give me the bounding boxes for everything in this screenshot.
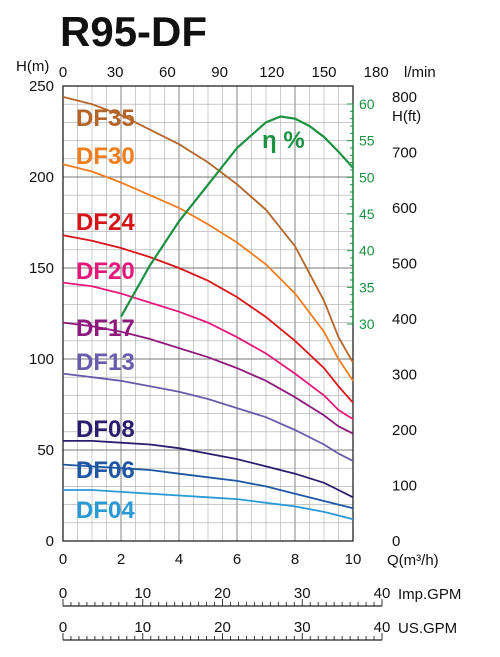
us-gpm-label: US.GPM bbox=[398, 620, 457, 637]
efficiency-tick-label: 35 bbox=[359, 279, 375, 295]
us-gpm-tick-label: 40 bbox=[374, 619, 391, 636]
x-tick-label: 2 bbox=[117, 551, 125, 568]
top-tick-label: 120 bbox=[259, 64, 284, 81]
series-labels: η % DF35 DF30 DF24 DF20 DF17 DF13 DF08 DF06 DF04 bbox=[76, 105, 305, 524]
ft-tick-label: 100 bbox=[392, 478, 417, 495]
x-tick-label: 0 bbox=[59, 551, 67, 568]
x-tick-label: 10 bbox=[345, 551, 362, 568]
curve-df30 bbox=[62, 163, 354, 382]
us-gpm-tick-label: 10 bbox=[134, 619, 151, 636]
ft-tick-label: 300 bbox=[392, 367, 417, 384]
x-axis-label: Q(m³/h) bbox=[387, 552, 439, 569]
imp-gpm-tick-label: 10 bbox=[134, 585, 151, 602]
series-label-df08: DF08 bbox=[76, 416, 135, 443]
imp-gpm-tick-label: 40 bbox=[374, 585, 391, 602]
ft-tick-label: 200 bbox=[392, 422, 417, 439]
efficiency-tick-label: 30 bbox=[359, 316, 375, 332]
us-gpm-tick-label: 20 bbox=[214, 619, 231, 636]
top-tick-label: 90 bbox=[211, 64, 228, 81]
ft-tick-label: 600 bbox=[392, 200, 417, 217]
axes: 0 2 4 6 8 10 Q(m³/h) 0 30 60 90 120 150 180 l/min 0 50 10… bbox=[16, 58, 439, 569]
series-label-df17: DF17 bbox=[76, 315, 135, 342]
imp-gpm-tick-label: 30 bbox=[294, 585, 311, 602]
efficiency-label: η % bbox=[262, 127, 305, 154]
top-tick-label: 180 bbox=[364, 64, 389, 81]
curve-df24 bbox=[62, 234, 354, 404]
efficiency-tick-label: 40 bbox=[359, 243, 375, 259]
curve-df35 bbox=[62, 96, 354, 364]
efficiency-tick-label: 60 bbox=[359, 96, 375, 112]
ft-tick-label: 0 bbox=[392, 533, 400, 550]
y-axis-label: H(m) bbox=[16, 58, 49, 75]
x-tick-label: 8 bbox=[291, 551, 299, 568]
series-label-df04: DF04 bbox=[76, 497, 135, 524]
y-tick-label: 50 bbox=[37, 442, 54, 459]
series-label-df13: DF13 bbox=[76, 349, 135, 376]
us-gpm-tick-label: 0 bbox=[59, 619, 67, 636]
y-tick-label: 200 bbox=[29, 169, 54, 186]
top-tick-label: 30 bbox=[107, 64, 124, 81]
ft-tick-label: 500 bbox=[392, 256, 417, 273]
us-gpm-tick-label: 30 bbox=[294, 619, 311, 636]
series-label-df35: DF35 bbox=[76, 105, 135, 132]
efficiency-curve bbox=[120, 115, 354, 318]
y-tick-label: 150 bbox=[29, 260, 54, 277]
y-tick-label: 100 bbox=[29, 351, 54, 368]
curve-df06 bbox=[62, 463, 354, 510]
gpm-scales: 0 10 20 30 40 Imp.GPM 0 10 20 30 40 US.GPM bbox=[59, 585, 461, 641]
chart-title: R95-DF bbox=[60, 8, 207, 55]
y-tick-label: 250 bbox=[29, 78, 54, 95]
series-label-df30: DF30 bbox=[76, 143, 135, 170]
x-tick-label: 4 bbox=[175, 551, 183, 568]
head-curves bbox=[62, 96, 354, 521]
ft-tick-label: 800 bbox=[392, 89, 417, 106]
curve-df08 bbox=[63, 440, 354, 499]
top-tick-label: 60 bbox=[159, 64, 176, 81]
y-tick-label: 0 bbox=[46, 533, 54, 550]
efficiency-tick-label: 55 bbox=[359, 133, 375, 149]
curve-df20 bbox=[62, 281, 354, 420]
efficiency-tick-label: 50 bbox=[359, 169, 375, 185]
series-label-df20: DF20 bbox=[76, 258, 135, 285]
ft-tick-label: 400 bbox=[392, 311, 417, 328]
top-tick-label: 0 bbox=[59, 64, 67, 81]
imp-gpm-tick-label: 0 bbox=[59, 585, 67, 602]
imp-gpm-label: Imp.GPM bbox=[398, 586, 461, 603]
top-axis-label: l/min bbox=[404, 64, 436, 81]
series-label-df24: DF24 bbox=[76, 209, 135, 236]
series-label-df06: DF06 bbox=[76, 457, 135, 484]
curve-df04 bbox=[63, 489, 354, 521]
ft-tick-label: 700 bbox=[392, 145, 417, 162]
imp-gpm-tick-label: 20 bbox=[214, 585, 231, 602]
curve-df13 bbox=[62, 372, 354, 462]
curve-df17 bbox=[62, 321, 354, 435]
efficiency-tick-label: 45 bbox=[359, 206, 375, 222]
x-tick-label: 6 bbox=[233, 551, 241, 568]
top-tick-label: 150 bbox=[311, 64, 336, 81]
ft-axis-label: H(ft) bbox=[392, 108, 421, 125]
